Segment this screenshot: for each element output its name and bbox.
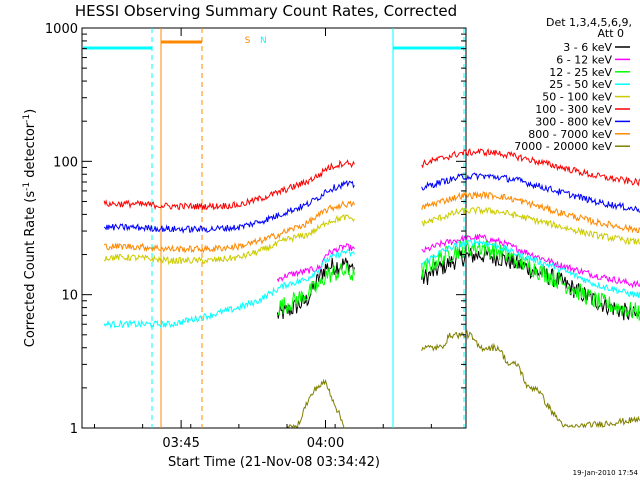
x-axis-label: Start Time (21-Nov-08 03:34:42) [168, 455, 380, 470]
y-tick-label-1: 10 [61, 289, 78, 304]
legend-label-2: 12 - 25 keV [549, 66, 612, 79]
legend-label-6: 300 - 800 keV [535, 115, 612, 128]
legend-label-8: 7000 - 20000 keV [514, 140, 612, 153]
ticks-layer: 03:45 04:00 1 10 100 1000 [45, 22, 466, 451]
y-axis-label-part1: Corrected Count Rate (s [23, 191, 38, 348]
series-line-5-seg-0 [103, 159, 355, 211]
series-line-8-seg-1 [421, 329, 640, 429]
legend-header-line1: Det 1,3,4,5,6,9, [546, 16, 632, 29]
series-line-3-seg-1 [421, 238, 640, 298]
y-axis-label-sup2: -1 [22, 114, 32, 123]
y-axis-label-sup1: -1 [22, 182, 32, 191]
series-line-3-seg-0 [103, 248, 355, 330]
series-layer [103, 147, 640, 429]
series-line-7-seg-1 [421, 190, 640, 234]
y-axis-label-part2: detector [23, 122, 38, 182]
timestamp-stamp: 19-Jan-2010 17:54 [573, 469, 639, 477]
flag-annotation-n: N [260, 36, 267, 46]
legend-label-5: 100 - 300 keV [535, 103, 612, 116]
series-line-2-seg-1 [421, 239, 640, 322]
series-line-2-seg-0 [277, 263, 355, 316]
y-tick-label-0: 1 [70, 422, 78, 437]
x-tick-label-1: 04:00 [307, 436, 344, 451]
plot-frame [81, 27, 467, 429]
y-tick-label-2: 100 [53, 155, 78, 170]
series-line-4-seg-1 [421, 206, 640, 245]
legend-label-3: 25 - 50 keV [549, 78, 612, 91]
y-axis-label: Corrected Count Rate (s-1 detector-1) [22, 109, 38, 347]
series-line-6-seg-0 [103, 180, 355, 234]
legend-label-0: 3 - 6 keV [563, 41, 612, 54]
series-line-5-seg-1 [421, 147, 640, 187]
flag-annotation-s: S [245, 36, 251, 46]
legend-label-4: 50 - 100 keV [542, 91, 612, 104]
x-tick-label-0: 03:45 [162, 436, 199, 451]
legend-label-1: 6 - 12 keV [556, 53, 612, 66]
series-line-4-seg-0 [103, 214, 355, 266]
series-line-8-seg-0 [286, 378, 346, 429]
series-line-1-seg-1 [421, 233, 640, 289]
y-axis-label-part3: ) [23, 109, 38, 114]
series-line-0-seg-1 [421, 246, 640, 321]
series-line-6-seg-1 [421, 172, 640, 213]
legend-header-line2: Att 0 [598, 27, 624, 40]
series-line-7-seg-0 [103, 200, 355, 254]
y-tick-label-3: 1000 [45, 22, 78, 37]
legend-label-7: 800 - 7000 keV [528, 128, 612, 141]
chart-title: HESSI Observing Summary Count Rates, Cor… [75, 2, 457, 20]
